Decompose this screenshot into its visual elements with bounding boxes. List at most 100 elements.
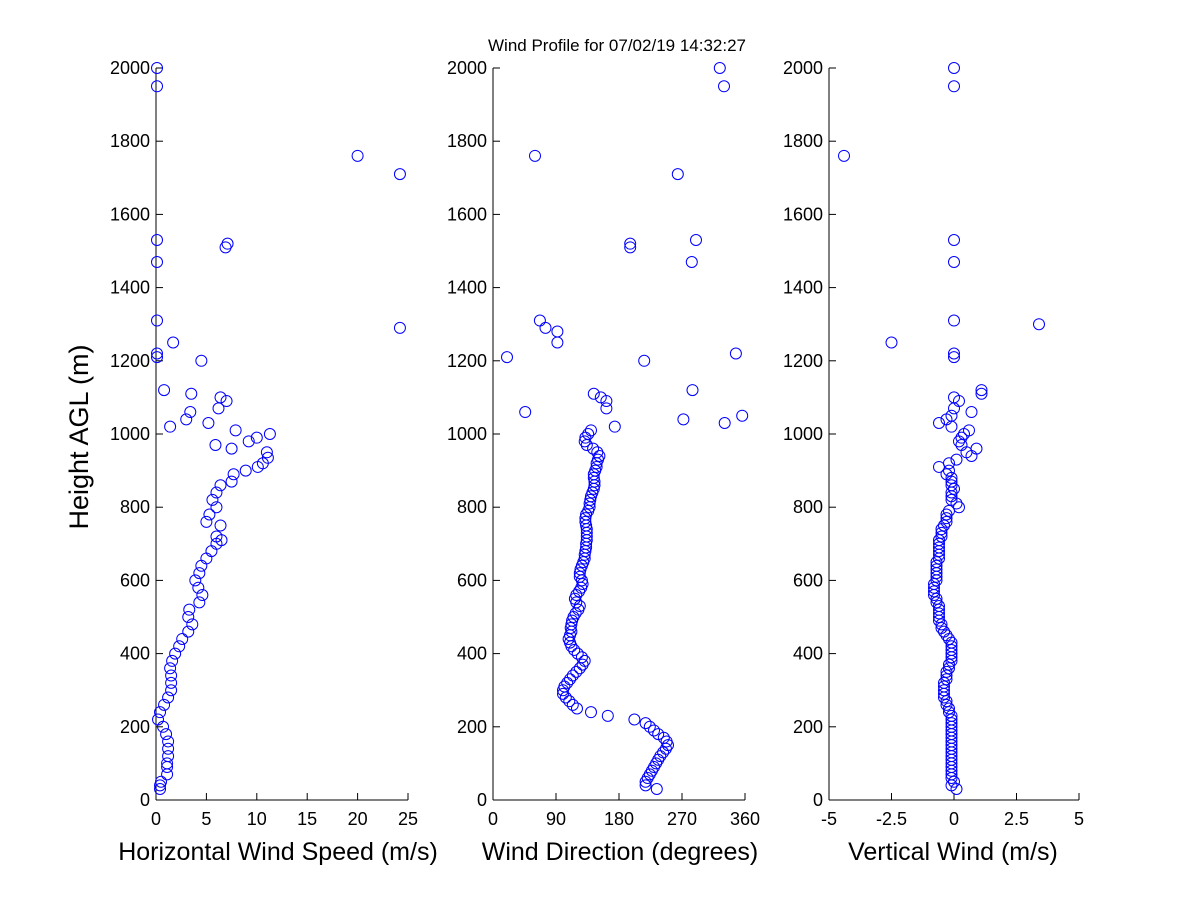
direction-data-point	[573, 567, 586, 580]
speed-x-tick-label: 0	[151, 809, 161, 829]
vertical-points	[838, 62, 1045, 796]
speed-data-point	[209, 438, 222, 451]
direction-data-point	[624, 241, 637, 254]
speed-x-tick-label: 10	[247, 809, 267, 829]
vertical-data-point	[943, 632, 955, 645]
vertical-data-point	[940, 673, 953, 686]
speed-data-point	[154, 706, 167, 719]
speed-x-tick-label: 20	[348, 809, 368, 829]
direction-data-point	[729, 347, 742, 360]
vertical-data-point	[930, 559, 943, 572]
speed-data-point	[393, 321, 406, 334]
vertical-data-point	[955, 438, 968, 451]
direction-data-point	[585, 706, 597, 719]
speed-data-point	[202, 417, 215, 430]
vertical-y-tick-label: 1800	[783, 131, 823, 151]
vertical-data-point	[945, 717, 958, 730]
speed-y-ticks: 0 200 400 600 800 1000 1200 1400 1600 1800 2000	[110, 58, 163, 810]
speed-data-point	[220, 395, 233, 408]
speed-data-point	[196, 589, 209, 602]
direction-data-point	[578, 654, 591, 667]
speed-data-point	[260, 446, 273, 459]
direction-y-tick-label: 1000	[447, 424, 487, 444]
vertical-data-point	[935, 530, 948, 543]
speed-data-point	[167, 336, 180, 349]
vertical-data-point	[945, 420, 958, 433]
vertical-data-point	[948, 62, 960, 74]
vertical-data-point	[940, 698, 953, 711]
speed-y-tick-label: 400	[120, 644, 150, 664]
direction-data-point	[580, 508, 593, 521]
direction-data-point	[638, 354, 651, 367]
direction-x-ticks: 0 90 180 270 360	[488, 793, 760, 829]
speed-data-point	[151, 314, 164, 327]
speed-data-point	[151, 255, 164, 268]
speed-data-point	[229, 424, 242, 437]
vertical-data-point	[930, 592, 943, 605]
speed-data-point	[164, 662, 177, 675]
speed-data-point	[193, 567, 206, 580]
vertical-data-point	[948, 347, 960, 360]
speed-data-point	[242, 435, 255, 448]
direction-data-point	[608, 420, 621, 433]
speed-data-point	[221, 237, 234, 250]
speed-data-point	[151, 351, 164, 364]
vertical-data-point	[948, 80, 960, 93]
speed-x-tick-label: 5	[201, 809, 211, 829]
vertical-data-point	[938, 684, 950, 697]
speed-data-point	[393, 168, 406, 181]
panel-wind-direction: 0 90 180 270 360 0 200 400 600 800 1000 1200 1400 16…	[447, 58, 760, 866]
direction-data-point	[593, 449, 606, 462]
vertical-data-point	[885, 336, 898, 349]
direction-data-point	[590, 460, 603, 473]
direction-data-point	[641, 772, 654, 785]
speed-data-point	[151, 234, 164, 247]
speed-y-tick-label: 1600	[110, 204, 150, 224]
vertical-data-point	[940, 629, 953, 642]
vertical-data-point	[948, 391, 960, 404]
vertical-data-point	[933, 460, 945, 473]
speed-data-point	[165, 676, 178, 689]
vertical-y-tick-label: 1600	[783, 204, 823, 224]
vertical-data-point	[938, 676, 950, 689]
vertical-data-point	[945, 493, 958, 506]
speed-y-axis-label: Height AGL (m)	[64, 344, 94, 529]
speed-data-point	[203, 508, 216, 521]
direction-data-point	[591, 446, 604, 459]
vertical-data-point	[930, 563, 943, 576]
direction-data-point	[579, 512, 592, 525]
speed-data-point	[180, 413, 193, 426]
direction-data-point	[571, 702, 583, 715]
vertical-data-point	[943, 457, 955, 470]
direction-points	[501, 62, 749, 796]
vertical-data-point	[943, 658, 955, 671]
vertical-data-point	[975, 387, 988, 400]
direction-data-point	[645, 764, 658, 777]
vertical-data-point	[933, 534, 945, 547]
direction-x-tick-label: 270	[667, 809, 697, 829]
direction-data-point	[583, 497, 596, 510]
speed-data-point	[164, 420, 177, 433]
vertical-data-point	[953, 501, 965, 514]
speed-data-point	[176, 632, 189, 645]
speed-data-point	[155, 775, 168, 788]
vertical-data-point	[948, 775, 960, 788]
direction-y-tick-label: 200	[457, 717, 487, 737]
vertical-y-tick-label: 1200	[783, 351, 823, 371]
speed-data-point	[183, 603, 196, 616]
speed-data-point	[186, 618, 199, 631]
direction-data-point	[539, 321, 552, 334]
vertical-data-point	[1033, 318, 1045, 331]
vertical-data-point	[953, 435, 965, 448]
speed-data-point	[160, 728, 173, 741]
speed-data-point	[210, 501, 223, 514]
speed-data-point	[200, 515, 213, 528]
direction-data-point	[594, 391, 607, 404]
vertical-data-point	[940, 512, 953, 525]
direction-y-tick-label: 1600	[447, 204, 487, 224]
speed-data-point	[214, 519, 227, 532]
direction-data-point	[582, 428, 595, 440]
panel-horizontal-wind-speed: 0 5 10 15 20 25 0 200 400 600 800 1000 1200 1400 1600…	[64, 58, 438, 866]
direction-y-tick-label: 600	[457, 570, 487, 590]
speed-data-point	[165, 669, 178, 682]
